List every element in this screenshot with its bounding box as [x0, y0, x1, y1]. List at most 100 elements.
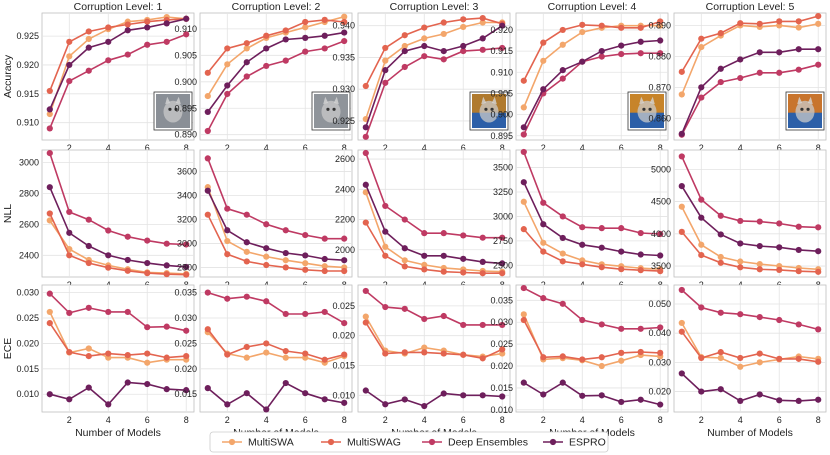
data-point [756, 242, 763, 250]
data-point [282, 347, 289, 355]
data-point [421, 24, 428, 31]
series-line-multiswag [365, 17, 503, 87]
x-tick-label: 8 [184, 143, 189, 153]
data-point [362, 149, 369, 157]
data-point [795, 268, 802, 275]
data-point [362, 219, 369, 226]
x-tick-label: 6 [145, 415, 150, 425]
data-point [618, 42, 625, 49]
data-point [302, 48, 309, 55]
data-point [105, 401, 112, 408]
panel-r0-c2: 0.925 0.930 0.935 0.940 2 4 6 8 Corruption Level… [332, 1, 511, 153]
data-point [579, 356, 586, 363]
data-point [598, 321, 605, 328]
y-tick-label: 3250 [493, 187, 513, 197]
data-point [263, 406, 270, 413]
series-line-multiswa [681, 23, 819, 95]
legend-entry-espro: ESPRO [543, 437, 606, 449]
data-point [678, 228, 685, 235]
data-point [559, 75, 566, 82]
data-point [559, 353, 566, 360]
data-point [46, 210, 53, 217]
data-point [520, 226, 527, 233]
data-point [717, 386, 724, 393]
data-point [243, 293, 250, 300]
data-point [520, 311, 527, 318]
y-tick-label: 3000 [19, 157, 39, 167]
data-point [559, 300, 566, 307]
data-point [598, 225, 605, 232]
data-point [440, 19, 447, 26]
y-tick-label: 2800 [177, 262, 197, 272]
x-tick-label: 8 [658, 415, 663, 425]
data-point [815, 12, 822, 20]
data-point [499, 321, 506, 329]
y-tick-label: 0.925 [332, 116, 355, 126]
data-point [637, 229, 644, 237]
series-line-multiswag [523, 20, 661, 82]
data-point [105, 308, 112, 316]
legend-label: Deep Ensembles [448, 437, 528, 449]
data-point [815, 358, 822, 365]
series-line-deep-ensembles [365, 152, 503, 239]
series-line-multiswa [207, 331, 345, 364]
data-point [520, 131, 527, 138]
data-point [815, 61, 822, 68]
y-tick-label: 0.020 [174, 364, 197, 374]
x-tick-label: 4 [106, 415, 111, 425]
data-point [263, 349, 270, 356]
x-tick-label: 2 [541, 143, 546, 153]
data-point [341, 320, 348, 327]
data-point [559, 213, 566, 220]
x-tick-label: 4 [264, 143, 269, 153]
series-line-multiswa [49, 220, 187, 275]
data-point [341, 235, 348, 242]
y-tick-label: 2400 [335, 184, 355, 194]
data-point [678, 328, 685, 335]
data-point [657, 268, 664, 275]
data-point [144, 350, 151, 357]
data-point [657, 401, 664, 408]
data-point [263, 62, 270, 70]
data-point [637, 348, 644, 356]
data-point [698, 94, 705, 101]
data-point [795, 66, 802, 73]
data-point [85, 35, 92, 43]
legend: MultiSWA MultiSWAG Deep Ensembles ESPRO [209, 431, 609, 453]
y-tick-label: 0.925 [16, 31, 39, 41]
data-point [479, 270, 486, 277]
data-point [460, 42, 467, 50]
data-point [579, 261, 586, 268]
data-point [737, 264, 744, 271]
data-point [598, 354, 605, 361]
data-point [224, 295, 231, 302]
data-point [362, 313, 369, 320]
y-tick-label: 0.035 [490, 295, 513, 305]
data-point [382, 401, 389, 408]
x-tick-label: 2 [383, 415, 388, 425]
data-point [362, 124, 369, 131]
x-axis-label: Number of Models [707, 427, 793, 439]
data-point [204, 385, 211, 392]
data-point [401, 257, 408, 264]
data-point [440, 268, 447, 275]
data-point [756, 261, 763, 268]
panel-title: Corruption Level: 2 [232, 1, 321, 13]
data-point [479, 19, 486, 26]
data-point [124, 27, 131, 34]
data-point [144, 41, 151, 48]
y-tick-label: 2000 [335, 245, 355, 255]
series-line-espro [523, 181, 661, 257]
data-point [460, 16, 467, 23]
data-point [46, 308, 53, 316]
data-point [243, 45, 250, 52]
panel-r1-c3: 250027503000325035002468 [493, 148, 669, 290]
data-point [144, 237, 151, 244]
panel-r1-c1: 280030003200340036002468 [177, 149, 353, 290]
data-point [499, 260, 506, 267]
series-line-espro [365, 389, 503, 407]
data-point [282, 227, 289, 234]
x-tick-label: 2 [67, 143, 72, 153]
data-point [756, 266, 763, 273]
data-point [421, 53, 428, 60]
